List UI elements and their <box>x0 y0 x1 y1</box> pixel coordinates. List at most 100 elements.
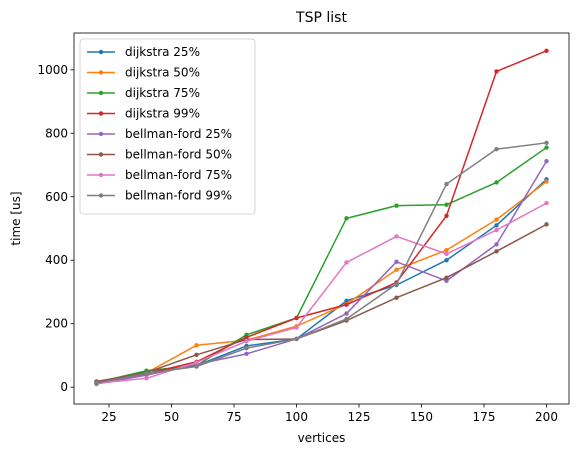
x-axis-label: vertices <box>298 431 346 445</box>
legend-label: dijkstra 50% <box>125 66 200 80</box>
data-point <box>194 352 199 358</box>
data-point <box>344 216 349 221</box>
x-tick-label: 50 <box>164 410 179 424</box>
legend-swatch-marker <box>98 152 104 157</box>
data-point <box>544 179 549 184</box>
data-point <box>544 140 549 146</box>
data-point <box>544 159 549 164</box>
data-point <box>494 217 499 222</box>
axes-layer: 25 50 75 100 125 150 175 200 0 200 400 600 800 1000 <box>37 32 570 424</box>
data-point <box>494 223 499 228</box>
series-line <box>96 142 547 384</box>
chart-title: TSP list <box>295 10 347 26</box>
x-tick-label: 175 <box>473 410 496 424</box>
data-point <box>544 48 549 53</box>
x-tick-label: 75 <box>226 410 241 424</box>
data-point <box>344 298 349 304</box>
data-point <box>494 227 499 233</box>
series-layer <box>94 48 549 387</box>
data-point <box>394 234 399 239</box>
y-tick-label: 800 <box>45 126 68 140</box>
data-point <box>144 371 149 376</box>
data-point <box>444 251 449 257</box>
legend-label: bellman-ford 99% <box>125 189 232 203</box>
data-point <box>444 247 449 253</box>
y-tick-label: 400 <box>45 253 68 267</box>
legend-label: dijkstra 75% <box>125 86 200 100</box>
legend-swatch-marker <box>98 193 104 198</box>
data-point <box>144 376 149 381</box>
legend-item: bellman-ford 75% <box>87 168 232 182</box>
y-axis-label: time [us] <box>9 191 23 245</box>
y-tick-label: 0 <box>60 380 68 394</box>
data-point <box>444 213 449 218</box>
data-point <box>194 360 199 365</box>
series-8 <box>94 140 549 386</box>
data-point <box>294 315 299 321</box>
data-point <box>494 180 499 185</box>
x-tick-label: 200 <box>535 410 558 424</box>
data-point <box>494 146 499 152</box>
legend-swatch-marker <box>98 111 104 116</box>
data-point <box>394 203 399 208</box>
data-point <box>394 295 399 300</box>
data-point <box>344 311 349 316</box>
legend-item: dijkstra 75% <box>87 86 200 100</box>
data-point <box>244 351 249 357</box>
x-tick-label: 25 <box>101 410 116 424</box>
legend-label: bellman-ford 50% <box>125 148 232 162</box>
data-point <box>344 260 349 265</box>
legend-swatch-marker <box>98 172 104 178</box>
data-point <box>544 145 549 150</box>
data-point <box>494 242 499 247</box>
legend-swatch-marker <box>98 70 104 75</box>
data-point <box>494 249 499 254</box>
series-line <box>96 223 547 383</box>
legend-swatch-marker <box>98 90 104 96</box>
data-point <box>444 278 449 284</box>
data-point <box>444 181 449 187</box>
data-point <box>244 338 249 344</box>
legend-swatch-marker <box>98 49 104 55</box>
data-point <box>394 267 399 272</box>
x-tick-label: 150 <box>410 410 433 424</box>
data-point <box>94 380 99 386</box>
legend-item: dijkstra 50% <box>87 66 200 80</box>
data-point <box>394 281 399 287</box>
series-6 <box>94 222 549 384</box>
data-point <box>444 202 449 207</box>
legend-item: dijkstra 25% <box>87 45 200 59</box>
data-point <box>544 222 549 227</box>
y-tick-label: 600 <box>45 190 68 204</box>
data-point <box>444 258 449 263</box>
x-tick-label: 125 <box>348 410 371 424</box>
plot-frame <box>73 32 570 405</box>
legend-label: bellman-ford 25% <box>125 127 232 141</box>
legend-label: dijkstra 99% <box>125 107 200 121</box>
x-tick-label: 100 <box>285 410 308 424</box>
legend-item: dijkstra 99% <box>87 107 200 121</box>
legend-item: bellman-ford 99% <box>87 189 232 203</box>
data-point <box>444 275 449 280</box>
data-point <box>394 259 399 265</box>
data-point <box>344 302 349 307</box>
data-point <box>194 364 199 369</box>
data-point <box>494 69 499 74</box>
y-tick-label: 200 <box>45 317 68 331</box>
legend-item: bellman-ford 50% <box>87 148 232 162</box>
legend-label: dijkstra 25% <box>125 45 200 59</box>
legend-label: bellman-ford 75% <box>125 168 232 182</box>
data-point <box>294 336 299 342</box>
data-point <box>294 325 299 330</box>
data-point <box>344 316 349 322</box>
series-line <box>96 180 547 383</box>
legend-swatch-marker <box>98 131 104 137</box>
data-point <box>194 343 199 348</box>
y-tick-label: 1000 <box>37 63 68 77</box>
legend-item: bellman-ford 25% <box>87 127 232 141</box>
legend-box <box>79 38 256 215</box>
series-line <box>96 50 547 383</box>
data-point <box>244 345 249 351</box>
